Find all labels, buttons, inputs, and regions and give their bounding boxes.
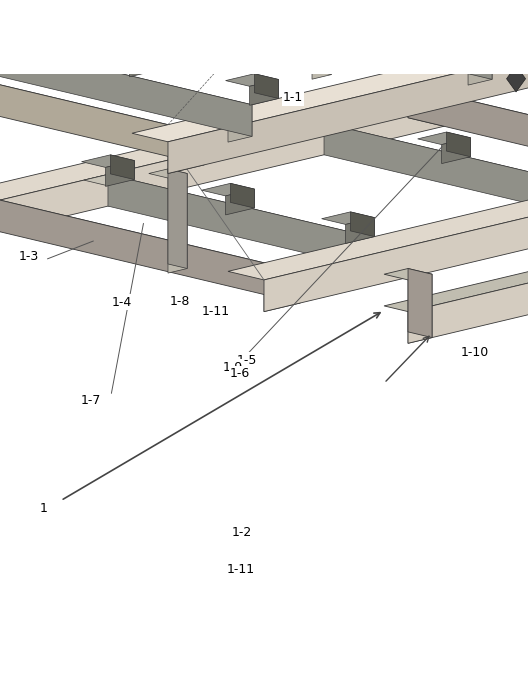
Polygon shape bbox=[441, 138, 470, 164]
Polygon shape bbox=[312, 0, 331, 74]
Text: 1-3: 1-3 bbox=[19, 249, 39, 263]
Polygon shape bbox=[468, 48, 492, 85]
Polygon shape bbox=[0, 86, 444, 209]
Polygon shape bbox=[384, 226, 528, 312]
Polygon shape bbox=[168, 169, 187, 268]
Polygon shape bbox=[0, 95, 444, 241]
Polygon shape bbox=[408, 268, 432, 337]
Polygon shape bbox=[322, 212, 374, 224]
Polygon shape bbox=[202, 183, 254, 196]
Text: 1-2: 1-2 bbox=[232, 526, 252, 539]
Polygon shape bbox=[384, 268, 432, 280]
Polygon shape bbox=[149, 169, 187, 178]
Polygon shape bbox=[506, 66, 525, 92]
Polygon shape bbox=[408, 232, 528, 343]
Polygon shape bbox=[346, 0, 374, 26]
Polygon shape bbox=[230, 183, 254, 208]
Text: 1-10: 1-10 bbox=[461, 346, 489, 359]
Polygon shape bbox=[326, 103, 351, 128]
Polygon shape bbox=[0, 0, 348, 102]
Polygon shape bbox=[10, 22, 39, 48]
Polygon shape bbox=[110, 155, 134, 180]
Polygon shape bbox=[225, 74, 278, 87]
Polygon shape bbox=[0, 191, 300, 303]
Polygon shape bbox=[276, 0, 528, 37]
Text: 1-6: 1-6 bbox=[230, 367, 250, 381]
Polygon shape bbox=[441, 22, 494, 35]
Polygon shape bbox=[322, 0, 374, 7]
Polygon shape bbox=[324, 123, 528, 218]
Polygon shape bbox=[408, 86, 444, 126]
Polygon shape bbox=[0, 53, 204, 142]
Polygon shape bbox=[81, 155, 134, 168]
Polygon shape bbox=[470, 22, 494, 47]
Polygon shape bbox=[348, 237, 372, 274]
Polygon shape bbox=[84, 174, 372, 243]
Text: 1: 1 bbox=[40, 502, 47, 514]
Text: 1-11: 1-11 bbox=[226, 562, 254, 576]
Polygon shape bbox=[0, 0, 348, 70]
Polygon shape bbox=[14, 17, 39, 41]
Text: 1-7: 1-7 bbox=[81, 394, 101, 407]
Polygon shape bbox=[129, 51, 158, 77]
Polygon shape bbox=[134, 45, 158, 70]
Polygon shape bbox=[298, 103, 351, 116]
Polygon shape bbox=[228, 158, 528, 280]
Text: 1-11: 1-11 bbox=[201, 305, 230, 318]
Polygon shape bbox=[225, 189, 254, 215]
Polygon shape bbox=[351, 0, 374, 19]
Polygon shape bbox=[108, 174, 372, 269]
Polygon shape bbox=[0, 42, 252, 137]
Polygon shape bbox=[447, 132, 470, 157]
Polygon shape bbox=[228, 0, 492, 79]
Text: 1-8: 1-8 bbox=[169, 295, 190, 308]
Polygon shape bbox=[466, 28, 494, 54]
Polygon shape bbox=[168, 174, 187, 273]
Polygon shape bbox=[322, 110, 351, 135]
Polygon shape bbox=[132, 19, 528, 142]
Polygon shape bbox=[250, 80, 278, 105]
Polygon shape bbox=[346, 218, 374, 243]
Text: 1-5: 1-5 bbox=[237, 354, 257, 366]
Polygon shape bbox=[418, 132, 470, 145]
Polygon shape bbox=[168, 133, 204, 174]
Polygon shape bbox=[264, 166, 528, 312]
Text: 1-9: 1-9 bbox=[222, 360, 242, 374]
Text: 1-4: 1-4 bbox=[111, 295, 131, 309]
Polygon shape bbox=[0, 17, 39, 29]
Polygon shape bbox=[264, 271, 300, 312]
Polygon shape bbox=[106, 45, 158, 57]
Polygon shape bbox=[351, 212, 374, 237]
Polygon shape bbox=[204, 0, 492, 53]
Text: 1-1: 1-1 bbox=[283, 91, 303, 104]
Polygon shape bbox=[408, 86, 528, 197]
Polygon shape bbox=[312, 0, 528, 59]
Polygon shape bbox=[106, 160, 134, 187]
Polygon shape bbox=[300, 123, 528, 191]
Polygon shape bbox=[254, 74, 278, 99]
Polygon shape bbox=[0, 191, 300, 280]
Polygon shape bbox=[228, 105, 252, 142]
Polygon shape bbox=[0, 53, 204, 165]
Polygon shape bbox=[0, 42, 252, 110]
Polygon shape bbox=[312, 0, 331, 79]
Polygon shape bbox=[372, 86, 528, 174]
Polygon shape bbox=[168, 28, 528, 174]
Polygon shape bbox=[408, 274, 432, 343]
